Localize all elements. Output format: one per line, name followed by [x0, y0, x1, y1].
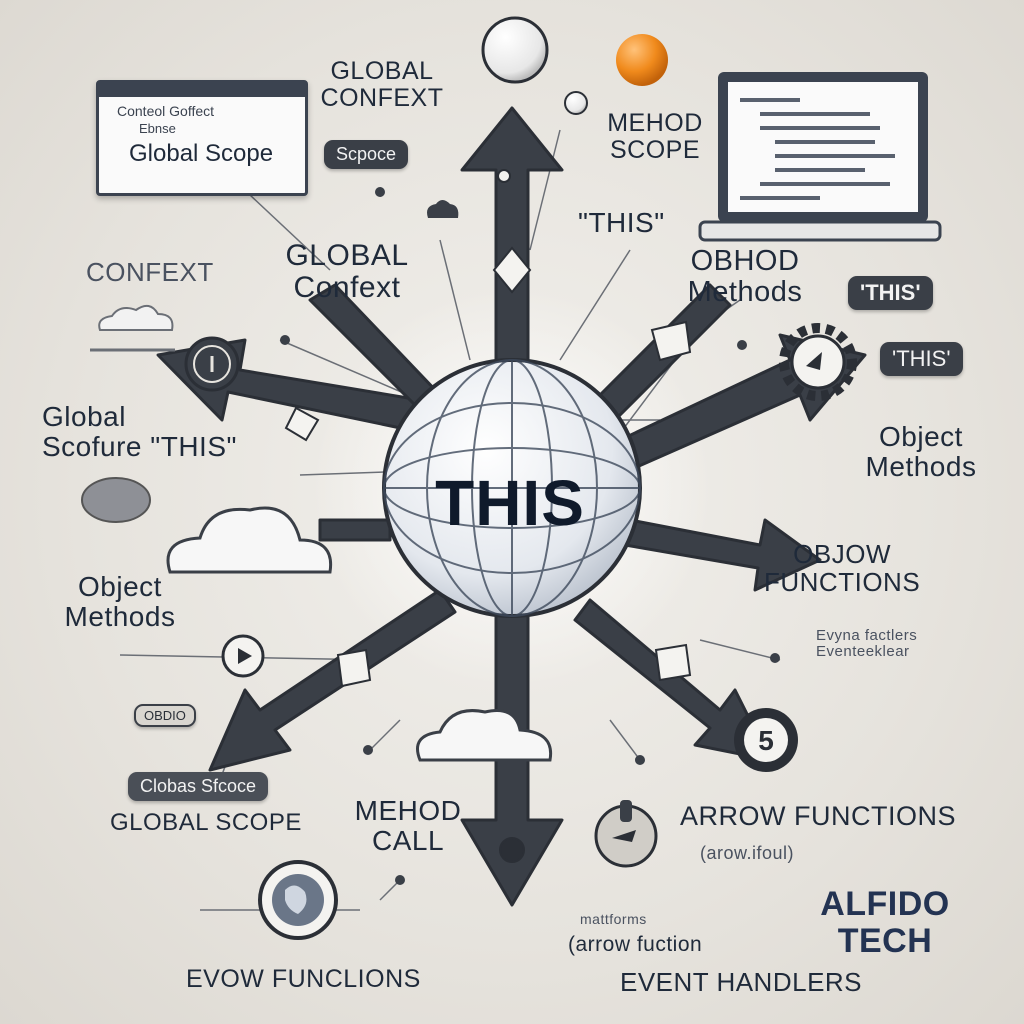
label-mattforms: mattforms — [580, 911, 647, 927]
label-obhod-methods: OBHOD Methods — [687, 245, 803, 309]
window-line-2: Ebnse — [139, 121, 176, 136]
arrow-up — [460, 106, 564, 382]
label-arow-sub: (arow.ifoul) — [700, 843, 795, 863]
label-global-context-mid: GLOBAL Confext — [285, 239, 409, 305]
label-alfido-tech: ALFIDO TECH — [820, 885, 950, 960]
cloud-icon — [416, 709, 553, 762]
label-method-scope: MEHOD SCOPE — [607, 109, 703, 164]
pill-global-scope: Clobas Sfcoce — [128, 772, 269, 801]
label-arrow-fuction-bottom: (arrow fuction — [568, 933, 703, 956]
arrow-left-lower — [208, 588, 457, 772]
window-titlebar — [99, 83, 305, 97]
window-line-1: Conteol Goffect — [117, 103, 215, 119]
globe-icon — [258, 860, 338, 940]
label-objow-functions: OBJOW FUNCTIONS — [764, 539, 921, 598]
pill-obdio: OBDIO — [134, 704, 196, 727]
label-global-scope-bottom: GLOBAL SCOPE — [110, 809, 302, 836]
svg-text:5: 5 — [758, 725, 774, 756]
badge-five: 5 — [734, 708, 798, 772]
laptop-icon — [698, 72, 942, 242]
pill-this-1: 'THIS' — [848, 276, 933, 310]
label-global-context-top: GLOBAL CONFEXT — [320, 57, 444, 112]
gear-icon — [779, 323, 857, 401]
label-arrow-functions: ARROW FUNCTIONS — [680, 801, 956, 831]
code-window: Conteol Goffect Ebnse Global Scope — [96, 80, 308, 196]
arrow-bottom-right — [573, 598, 772, 762]
pill-this-2: 'THIS' — [880, 342, 963, 376]
label-confext-left: CONFEXT — [86, 257, 214, 287]
knob-icon — [594, 800, 658, 868]
label-evyna-factlers: Evyna factlers Eventeeklear — [816, 627, 918, 661]
arrow-left-middle — [318, 518, 392, 542]
center-title: THIS — [435, 467, 585, 539]
play-badge — [221, 634, 265, 678]
globe-icon — [382, 358, 642, 618]
label-object-methods-right: Object Methods — [865, 421, 977, 483]
pill-scope: Scpoce — [324, 140, 409, 169]
window-line-3: Global Scope — [129, 140, 274, 167]
label-mehod-call: MEHOD CALL — [354, 795, 462, 857]
label-evow-functions: EVOW FUNCLIONS — [186, 965, 421, 993]
white-sphere — [481, 16, 549, 84]
badge-left — [184, 336, 240, 392]
label-object-methods-left: Object Methods — [64, 571, 176, 633]
arrow-right-lower — [623, 518, 822, 592]
orange-sphere — [616, 34, 668, 86]
cloud-icon — [427, 200, 459, 218]
label-event-handlers: EVENT HANDLERS — [620, 967, 863, 997]
label-this-quote: "THIS" — [578, 207, 665, 238]
cloud-icon — [166, 506, 333, 574]
label-global-scofure-this: Global Scofure "THIS" — [42, 401, 237, 463]
cloud-icon — [98, 304, 174, 331]
